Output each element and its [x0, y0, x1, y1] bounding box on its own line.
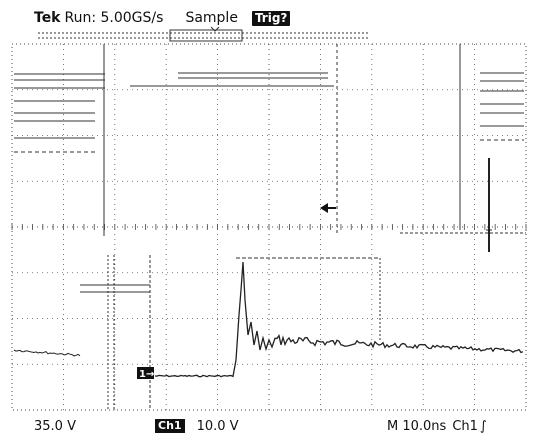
channel-readout: Ch1 10.0 V: [155, 417, 239, 435]
record-length-indicator: [38, 26, 370, 42]
trigger-source: Ch1: [452, 418, 478, 434]
timebase-value: M 10.0ns: [387, 418, 447, 434]
timebase-readout: M 10.0ns Ch1 ∫: [387, 417, 487, 435]
trigger-level-arrow-icon: [320, 203, 328, 213]
trigger-slope-icon: ∫: [479, 418, 487, 434]
ch1-waveform: [13, 261, 524, 378]
acquisition-mode: Sample: [185, 10, 238, 26]
brand-label: Tek: [34, 10, 61, 26]
display-line-artifacts: [14, 44, 526, 410]
graticule-grid: [11, 44, 527, 410]
status-bar: Tek Run: 5.00GS/s Sample Trig?: [34, 8, 291, 28]
channel-scale: 10.0 V: [196, 418, 239, 434]
acquisition-rate: Run: 5.00GS/s: [64, 10, 164, 26]
left-scale-readout: 35.0 V: [34, 417, 76, 435]
ground-marker-label: 1→: [139, 369, 154, 380]
left-scale-value: 35.0 V: [34, 418, 76, 434]
channel-badge: Ch1: [155, 419, 185, 433]
trigger-spike-artifact: [486, 158, 492, 252]
ch1-ground-marker: 1→: [137, 367, 154, 380]
trigger-status-badge: Trig?: [251, 10, 291, 26]
